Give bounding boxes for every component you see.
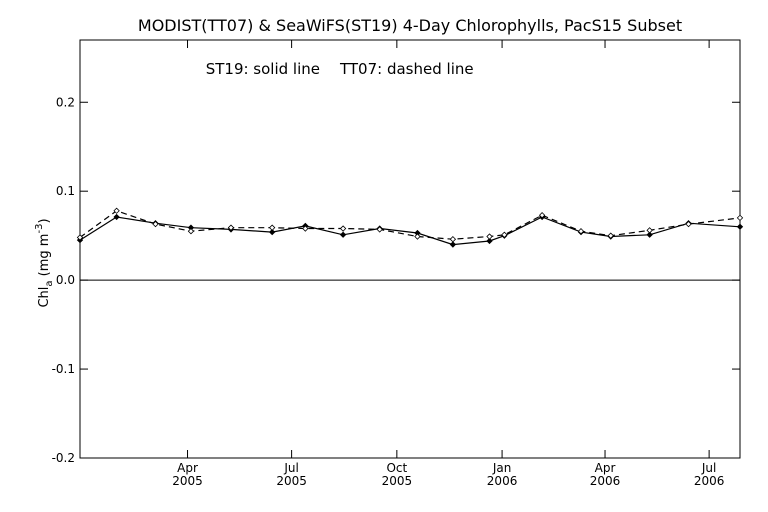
data-point-tt07: [736, 214, 744, 222]
x-tick-year-label: 2006: [487, 474, 518, 488]
y-tick-label: 0.1: [56, 184, 75, 198]
svg-text:Chla (mg m-3): Chla (mg m-3): [34, 218, 55, 307]
data-point-tt07: [414, 233, 421, 240]
data-point-tt07: [302, 225, 309, 232]
chart-title: MODIST(TT07) & SeaWiFS(ST19) 4-Day Chlor…: [138, 16, 682, 35]
data-point-tt07: [376, 226, 383, 233]
x-tick-month-label: Jul: [283, 461, 298, 475]
x-tick-year-label: 2006: [694, 474, 725, 488]
data-point-tt07: [486, 233, 493, 240]
data-point-tt07: [269, 224, 276, 231]
data-point-tt07: [227, 224, 235, 231]
data-point-st19: [646, 231, 653, 238]
y-tick-label: -0.1: [52, 362, 75, 376]
data-point-st19: [113, 213, 120, 221]
y-tick-label: -0.2: [52, 451, 75, 465]
x-tick-month-label: Jan: [492, 461, 512, 475]
data-point-st19: [736, 223, 744, 230]
x-tick-year-label: 2005: [276, 474, 307, 488]
legend-note-solid: ST19: solid line: [206, 60, 320, 78]
y-tick-label: 0.0: [56, 273, 75, 287]
data-point-st19: [486, 237, 493, 245]
x-tick-year-label: 2005: [382, 474, 413, 488]
series-line-st19: [79, 216, 741, 246]
x-tick-month-label: Apr: [595, 461, 616, 475]
y-tick-label: 0.2: [56, 95, 75, 109]
data-point-tt07: [646, 227, 653, 234]
data-point-tt07: [538, 212, 546, 219]
data-point-st19: [269, 228, 276, 236]
x-tick-month-label: Oct: [386, 461, 407, 475]
data-point-tt07: [187, 228, 195, 235]
data-point-st19: [339, 231, 347, 238]
legend-note-dashed: TT07: dashed line: [339, 60, 474, 78]
data-point-tt07: [685, 220, 692, 228]
data-point-tt07: [577, 228, 585, 235]
x-tick-year-label: 2005: [172, 474, 203, 488]
y-axis: -0.2 -0.1 0.0 0.1 0.2: [52, 95, 740, 465]
data-point-tt07: [501, 231, 508, 238]
data-point-tt07: [152, 220, 159, 228]
data-point-tt07: [339, 225, 347, 232]
y-axis-label: Chla (mg m-3): [34, 218, 55, 307]
x-axis: Apr2005Jul2005Oct2005Jan2006Apr2006Jul20…: [172, 40, 724, 488]
data-point-st19: [449, 241, 457, 248]
data-point-tt07: [449, 236, 457, 243]
series-layer: [76, 207, 744, 248]
data-point-tt07: [76, 234, 84, 241]
x-tick-month-label: Jul: [701, 461, 716, 475]
plot-frame: [79, 39, 741, 459]
data-point-tt07: [113, 207, 120, 214]
x-tick-month-label: Apr: [177, 461, 198, 475]
data-point-tt07: [607, 232, 614, 239]
x-tick-year-label: 2006: [590, 474, 621, 488]
